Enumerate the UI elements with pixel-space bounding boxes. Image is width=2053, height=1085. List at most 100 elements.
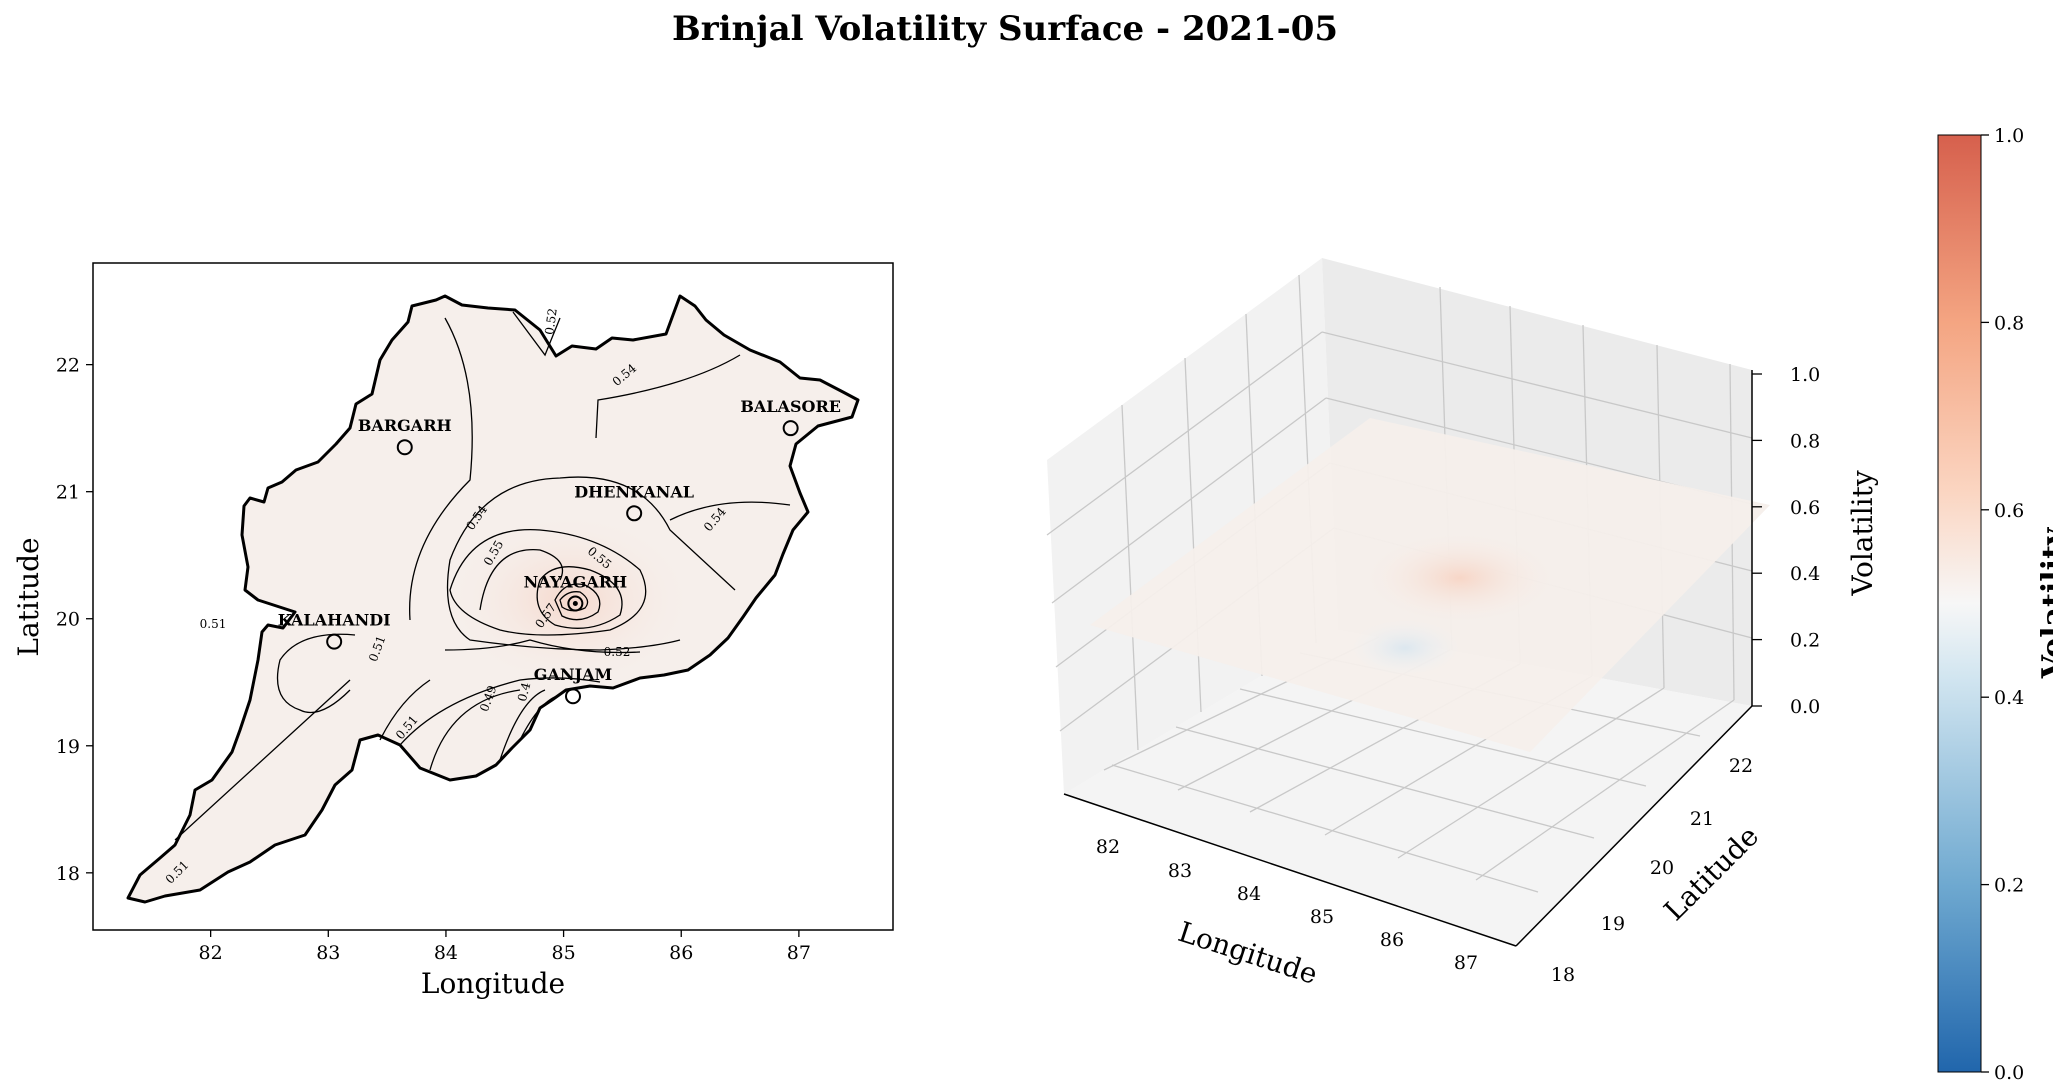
grid-line <box>1121 404 1139 751</box>
x-tick-label: 86 <box>669 942 693 964</box>
contour-line <box>399 677 601 746</box>
contour-line <box>449 529 647 636</box>
chart-title: Brinjal Volatility Surface - 2021-05 <box>672 9 1338 49</box>
district-label: BALASORE <box>740 397 841 416</box>
surface-x-tick-label: 82 <box>1096 836 1120 858</box>
colorbar-tick-label: 0.4 <box>1994 687 2024 709</box>
contour-line <box>669 501 791 521</box>
contour-label: 0.52 <box>604 645 631 659</box>
surface-coldspot <box>1350 620 1460 676</box>
contour-line <box>174 679 351 841</box>
surface-y-tick-label: 21 <box>1690 808 1714 830</box>
map-x-axis-label: Longitude <box>421 967 565 1000</box>
contour-line <box>595 354 741 439</box>
contour-line <box>554 583 601 621</box>
district-label: KALAHANDI <box>278 611 391 630</box>
y-tick-label: 21 <box>56 482 80 504</box>
axes-3d <box>1063 370 1753 947</box>
colorbar-tick-label: 0.0 <box>1994 1062 2024 1084</box>
x-tick-label: 87 <box>787 942 811 964</box>
contour-line <box>512 311 561 357</box>
x-axis-3d <box>1063 793 1517 947</box>
surface-z-tick-label: 0.0 <box>1790 696 1820 718</box>
grid-line <box>1175 726 1595 839</box>
surface-y-tick-label: 19 <box>1601 913 1625 935</box>
y-tick-label: 19 <box>56 736 80 758</box>
contour-line <box>429 689 521 771</box>
colorbar-label: Volatility <box>2036 526 2053 679</box>
surface-x-tick-label: 83 <box>1168 860 1192 882</box>
surface-z-tick-label: 0.6 <box>1790 497 1820 519</box>
map-y-ticks: 18 19 20 21 22 <box>56 355 93 885</box>
surface-z-tick-label: 1.0 <box>1790 364 1820 386</box>
district-marker <box>782 420 799 437</box>
contour-line <box>499 689 546 761</box>
colorbar-gradient <box>1937 134 1982 1073</box>
x-tick-label: 85 <box>551 942 575 964</box>
contour-label: 0.52 <box>542 307 560 335</box>
map-y-axis-label: Latitude <box>12 537 45 656</box>
surface-x-tick-label: 85 <box>1310 906 1334 928</box>
x-tick-label: 82 <box>199 942 223 964</box>
district-label: GANJAM <box>534 665 612 684</box>
grid-line <box>1111 764 1539 893</box>
grid-line <box>1321 331 1753 439</box>
district-label: BARGARH <box>358 416 452 435</box>
district-marker <box>396 439 413 456</box>
contour-line <box>444 639 641 654</box>
y-tick-label: 18 <box>56 863 80 885</box>
surface-z-axis-label: Volatility <box>1846 470 1879 597</box>
surface-y-tick-label: 20 <box>1650 857 1674 879</box>
surface-z-tick-label: 0.2 <box>1790 630 1820 652</box>
contour-line <box>276 633 356 714</box>
district-marker <box>326 633 343 650</box>
district-label: NAYAGARH <box>524 572 628 591</box>
district-markers: BARGARH BALASORE DHENKANAL NAYAGARH KALAHAND… <box>278 397 841 705</box>
map-panel: 0.52 0.54 0.54 0.54 0.55 0.55 0.57 0.52 … <box>12 262 894 1000</box>
grid-line <box>1475 699 1735 881</box>
surface-x-ticks: 82 83 84 85 86 87 <box>1096 836 1478 974</box>
contour-label: 0.51 <box>200 617 227 631</box>
grid-line <box>1051 397 1327 604</box>
contour-line <box>379 679 431 741</box>
colorbar-tick-label: 0.2 <box>1994 875 2024 897</box>
y-tick-label: 22 <box>56 355 80 377</box>
surface-x-tick-label: 84 <box>1237 883 1261 905</box>
grid-line <box>1239 688 1647 787</box>
contour-line <box>536 566 623 629</box>
surface-y-tick-label: 18 <box>1551 964 1575 986</box>
district-marker <box>565 688 581 705</box>
colorbar-tick-label: 0.6 <box>1994 500 2024 522</box>
contour-line <box>408 317 473 621</box>
grid-line <box>1397 687 1665 859</box>
district-label: DHENKANAL <box>574 482 694 501</box>
surface-panel: 82 83 84 85 86 87 18 19 20 21 22 0.0 0.2 0.4 0.6 0.8 1… <box>1046 258 1879 991</box>
surface-y-ticks: 18 19 20 21 22 <box>1551 755 1753 986</box>
grid-line <box>1046 331 1323 536</box>
colorbar: 0.0 0.2 0.4 0.6 0.8 1.0 Volatility <box>1937 125 2053 1084</box>
surface-x-tick-label: 87 <box>1454 952 1478 974</box>
map-x-ticks: 82 83 84 85 86 87 <box>199 930 811 964</box>
surface-z-ticks: 0.0 0.2 0.4 0.6 0.8 1.0 <box>1752 364 1820 718</box>
colorbar-ticks: 0.0 0.2 0.4 0.6 0.8 1.0 <box>1981 125 2024 1084</box>
colorbar-tick-label: 1.0 <box>1994 125 2024 147</box>
y-axis-3d <box>1515 705 1753 947</box>
surface-z-tick-label: 0.4 <box>1790 563 1820 585</box>
y-tick-label: 20 <box>56 609 80 631</box>
x-tick-label: 84 <box>434 942 458 964</box>
surface-y-tick-label: 22 <box>1729 755 1753 777</box>
district-marker <box>626 505 643 522</box>
contour-line <box>446 476 736 651</box>
district-marker-dot <box>572 600 578 606</box>
district-marker <box>567 595 584 612</box>
surface-x-tick-label: 86 <box>1380 929 1404 951</box>
state-outline <box>126 294 860 904</box>
contour-label: 0.4 <box>515 681 534 703</box>
surface-x-axis-label: Longitude <box>1174 915 1321 991</box>
surface-hotspot <box>1365 533 1555 623</box>
surface-z-tick-label: 0.8 <box>1790 430 1820 452</box>
x-tick-label: 83 <box>316 942 340 964</box>
colorbar-tick-label: 0.8 <box>1994 312 2024 334</box>
contour-line <box>559 591 589 612</box>
